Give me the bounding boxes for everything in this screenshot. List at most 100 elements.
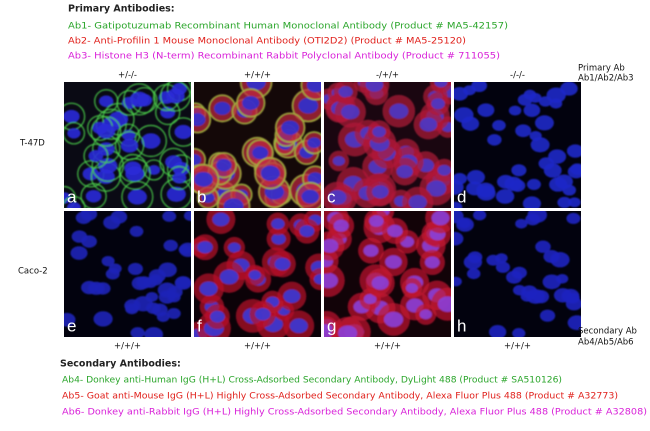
primary-ab1: Ab1- Gatipotuzumab Recombinant Human Mon… bbox=[68, 22, 508, 32]
nucleus bbox=[70, 246, 88, 260]
nucleus bbox=[183, 211, 191, 221]
nucleus bbox=[568, 197, 581, 208]
nucleus bbox=[454, 201, 463, 208]
nucleus bbox=[387, 224, 403, 238]
column-label-top: +/-/- bbox=[118, 71, 137, 81]
nucleus bbox=[101, 255, 115, 267]
nucleus bbox=[212, 212, 230, 227]
panel-letter: b bbox=[197, 187, 206, 206]
secondary-ab6: Ab6- Donkey anti-Rabbit IgG (H+L) Highly… bbox=[62, 408, 647, 418]
nucleus bbox=[248, 270, 261, 280]
nucleus bbox=[299, 225, 315, 238]
nucleus bbox=[81, 280, 98, 295]
nucleus bbox=[538, 96, 552, 107]
nucleus bbox=[156, 311, 170, 322]
nucleus bbox=[93, 311, 113, 327]
nucleus bbox=[405, 283, 418, 293]
nucleus bbox=[492, 119, 506, 131]
primary-ab-sub: Ab1/Ab2/Ab3 bbox=[578, 74, 634, 84]
row-label: Caco-2 bbox=[18, 267, 48, 277]
nucleus bbox=[535, 240, 551, 253]
panel-grid: a b c d e f g h bbox=[64, 82, 581, 337]
nucleus bbox=[75, 211, 92, 225]
nucleus bbox=[332, 156, 345, 166]
nucleus bbox=[301, 189, 319, 204]
micrograph: a bbox=[64, 82, 191, 208]
nucleus bbox=[64, 109, 80, 124]
nucleus bbox=[419, 117, 438, 132]
micrograph: h bbox=[454, 211, 581, 337]
membrane bbox=[210, 152, 237, 179]
nucleus bbox=[363, 244, 379, 257]
primary-ab2: Ab2- Anti-Profilin 1 Mouse Monoclonal An… bbox=[68, 37, 466, 47]
nucleus bbox=[454, 276, 462, 287]
nucleus bbox=[194, 171, 213, 187]
nucleus bbox=[419, 309, 432, 320]
nucleus bbox=[570, 163, 581, 175]
nucleus bbox=[174, 124, 191, 140]
nucleus bbox=[508, 105, 522, 116]
nucleus bbox=[477, 103, 495, 117]
nucleus bbox=[454, 172, 467, 185]
panel-letter: g bbox=[327, 316, 336, 335]
nucleus bbox=[144, 327, 164, 337]
nucleus bbox=[199, 281, 218, 296]
secondary-ab5: Ab5- Goat anti-Mouse IgG (H+L) Highly Cr… bbox=[62, 392, 618, 402]
membrane bbox=[159, 82, 191, 112]
nucleus bbox=[567, 315, 581, 331]
membrane bbox=[143, 159, 165, 181]
nucleus bbox=[515, 218, 528, 229]
nucleus bbox=[88, 150, 104, 162]
nucleus bbox=[566, 212, 581, 225]
nucleus bbox=[338, 86, 353, 98]
nucleus bbox=[466, 181, 484, 196]
nucleus bbox=[162, 211, 177, 222]
nucleus bbox=[389, 103, 409, 119]
cells bbox=[194, 211, 321, 337]
membrane bbox=[194, 163, 220, 195]
nucleus bbox=[549, 177, 568, 192]
membrane bbox=[254, 157, 287, 190]
primary-ab-label: Primary Ab bbox=[578, 64, 625, 74]
nucleus bbox=[426, 180, 447, 197]
membrane bbox=[123, 83, 156, 116]
membrane bbox=[216, 189, 251, 208]
nucleus bbox=[324, 272, 338, 289]
row-label: T-47D bbox=[19, 139, 45, 149]
micrograph: c bbox=[324, 82, 451, 208]
nucleus bbox=[194, 154, 202, 166]
nucleus bbox=[147, 164, 161, 175]
micrograph: f bbox=[194, 211, 321, 337]
nucleus bbox=[197, 241, 213, 254]
nucleus bbox=[454, 107, 474, 123]
membrane bbox=[167, 165, 191, 190]
cells bbox=[194, 82, 321, 208]
nucleus bbox=[130, 327, 145, 337]
nucleus bbox=[365, 82, 384, 92]
nucleus bbox=[454, 231, 464, 246]
nucleus bbox=[521, 285, 538, 299]
cells bbox=[64, 211, 191, 337]
nucleus bbox=[488, 325, 507, 337]
micrograph: d bbox=[454, 82, 581, 208]
nucleus bbox=[81, 235, 97, 248]
nucleus bbox=[252, 146, 269, 160]
column-label-top: -/+/+ bbox=[376, 71, 399, 81]
nucleus bbox=[120, 138, 139, 153]
nucleus bbox=[223, 198, 244, 208]
panel-letter: h bbox=[457, 316, 466, 335]
membrane bbox=[90, 115, 122, 147]
panel-letter: a bbox=[67, 187, 77, 206]
nucleus bbox=[525, 213, 541, 226]
nucleus bbox=[194, 113, 206, 127]
nucleus bbox=[289, 318, 308, 334]
nucleus bbox=[463, 254, 483, 270]
nucleus bbox=[260, 165, 280, 181]
cells bbox=[324, 82, 451, 208]
nucleus bbox=[383, 311, 404, 328]
nucleus bbox=[550, 252, 570, 268]
nucleus bbox=[466, 268, 481, 280]
nucleus bbox=[431, 211, 450, 226]
nucleus bbox=[158, 290, 176, 304]
nucleus bbox=[108, 263, 122, 274]
